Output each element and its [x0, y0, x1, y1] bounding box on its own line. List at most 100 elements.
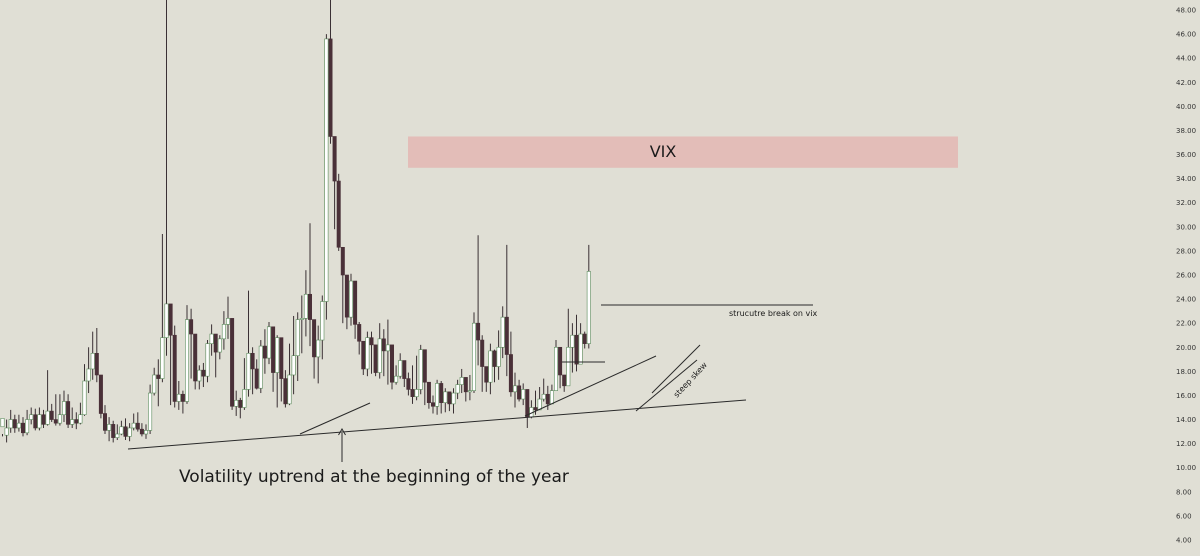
- candle-down: [369, 337, 374, 346]
- candle-up: [234, 399, 239, 407]
- y-axis-tick-label: 26.00: [1176, 272, 1196, 280]
- vix-zone-label: VIX: [650, 142, 677, 161]
- candle-up: [115, 433, 120, 438]
- candle-down: [193, 333, 198, 382]
- candle-down: [66, 401, 71, 425]
- y-axis-tick-label: 22.00: [1176, 320, 1196, 328]
- y-axis-tick-label: 16.00: [1176, 392, 1196, 400]
- y-axis-tick-label: 24.00: [1176, 296, 1196, 304]
- candle-up: [185, 319, 190, 402]
- candle-up: [324, 38, 329, 302]
- candle-down: [525, 389, 530, 418]
- y-axis-tick-label: 10.00: [1176, 464, 1196, 472]
- candle-up: [316, 339, 321, 358]
- y-axis-tick-label: 8.00: [1176, 488, 1192, 496]
- candle-up: [164, 303, 169, 338]
- candle-up: [57, 414, 62, 424]
- y-axis-tick-label: 28.00: [1176, 247, 1196, 255]
- candle-down: [328, 38, 333, 137]
- candle-up: [521, 389, 526, 400]
- candle-up: [549, 390, 554, 405]
- candle-down: [283, 378, 288, 405]
- candle-up: [221, 324, 226, 340]
- candle-down: [12, 419, 17, 429]
- candle-down: [172, 334, 177, 402]
- candle-down: [271, 326, 276, 373]
- candle-down: [336, 180, 341, 248]
- candle-down: [562, 374, 567, 387]
- candle-up: [377, 338, 382, 373]
- candle-down: [307, 293, 312, 320]
- candle-up: [500, 316, 505, 348]
- candle-down: [213, 333, 218, 353]
- candle-down: [357, 324, 362, 342]
- short-uptrend-line-1: [299, 402, 371, 435]
- candle-up: [414, 389, 419, 397]
- candle-down: [201, 369, 206, 377]
- candle-up: [176, 393, 181, 402]
- candle-down: [422, 349, 427, 383]
- candle-up: [205, 343, 210, 377]
- candle-up: [4, 427, 9, 436]
- candle-down: [189, 319, 194, 335]
- candle-down: [238, 399, 243, 408]
- candle-down: [250, 352, 255, 370]
- candle-up: [287, 374, 292, 405]
- candle-up: [299, 318, 304, 320]
- candle-down: [389, 344, 394, 383]
- candle-up: [365, 337, 370, 370]
- candle-up: [107, 424, 112, 431]
- candle-down: [74, 419, 79, 424]
- y-axis-tick-label: 30.00: [1176, 223, 1196, 231]
- candle-down: [139, 428, 144, 435]
- candle-down: [439, 383, 444, 403]
- candle-up: [541, 393, 546, 400]
- candle-down: [430, 402, 435, 407]
- candle-up: [82, 380, 87, 416]
- candle-down: [533, 407, 538, 411]
- candle-down: [574, 334, 579, 365]
- candle-up: [217, 338, 222, 353]
- candle-down: [463, 377, 468, 393]
- candle-down: [545, 393, 550, 405]
- candle-down: [402, 360, 407, 379]
- y-axis-tick-label: 42.00: [1176, 79, 1196, 87]
- candle-down: [41, 414, 46, 425]
- long-uptrend-line: [127, 399, 747, 450]
- candle-up: [226, 318, 231, 325]
- candle-up: [148, 392, 153, 431]
- candle-down: [49, 410, 54, 420]
- candle-up: [578, 333, 583, 365]
- candle-up: [471, 322, 476, 391]
- candle-down: [111, 424, 116, 438]
- candle-down: [582, 333, 587, 344]
- candle-down: [332, 136, 337, 182]
- candle-up: [25, 419, 30, 434]
- y-axis-tick-label: 38.00: [1176, 127, 1196, 135]
- y-axis-tick-label: 46.00: [1176, 31, 1196, 39]
- candle-down: [94, 352, 99, 376]
- candle-down: [262, 345, 267, 359]
- candle-up: [418, 349, 423, 390]
- vix-resistance-zone: [408, 136, 958, 168]
- candle-up: [586, 271, 591, 344]
- y-axis-tick-label: 48.00: [1176, 7, 1196, 15]
- candle-up: [435, 383, 440, 407]
- y-axis-tick-label: 14.00: [1176, 416, 1196, 424]
- candle-down: [426, 381, 431, 403]
- candle-down: [180, 393, 185, 402]
- y-axis-tick-label: 12.00: [1176, 440, 1196, 448]
- candle-down: [53, 419, 58, 424]
- candle-down: [361, 340, 366, 370]
- candle-down: [340, 246, 345, 276]
- candle-up: [152, 374, 157, 394]
- candle-down: [20, 422, 25, 434]
- y-axis-tick-label: 6.00: [1176, 512, 1192, 520]
- candle-up: [455, 384, 460, 394]
- candle-up: [303, 293, 308, 319]
- candle-down: [492, 350, 497, 367]
- candle-up: [45, 410, 50, 425]
- candle-up: [197, 369, 202, 382]
